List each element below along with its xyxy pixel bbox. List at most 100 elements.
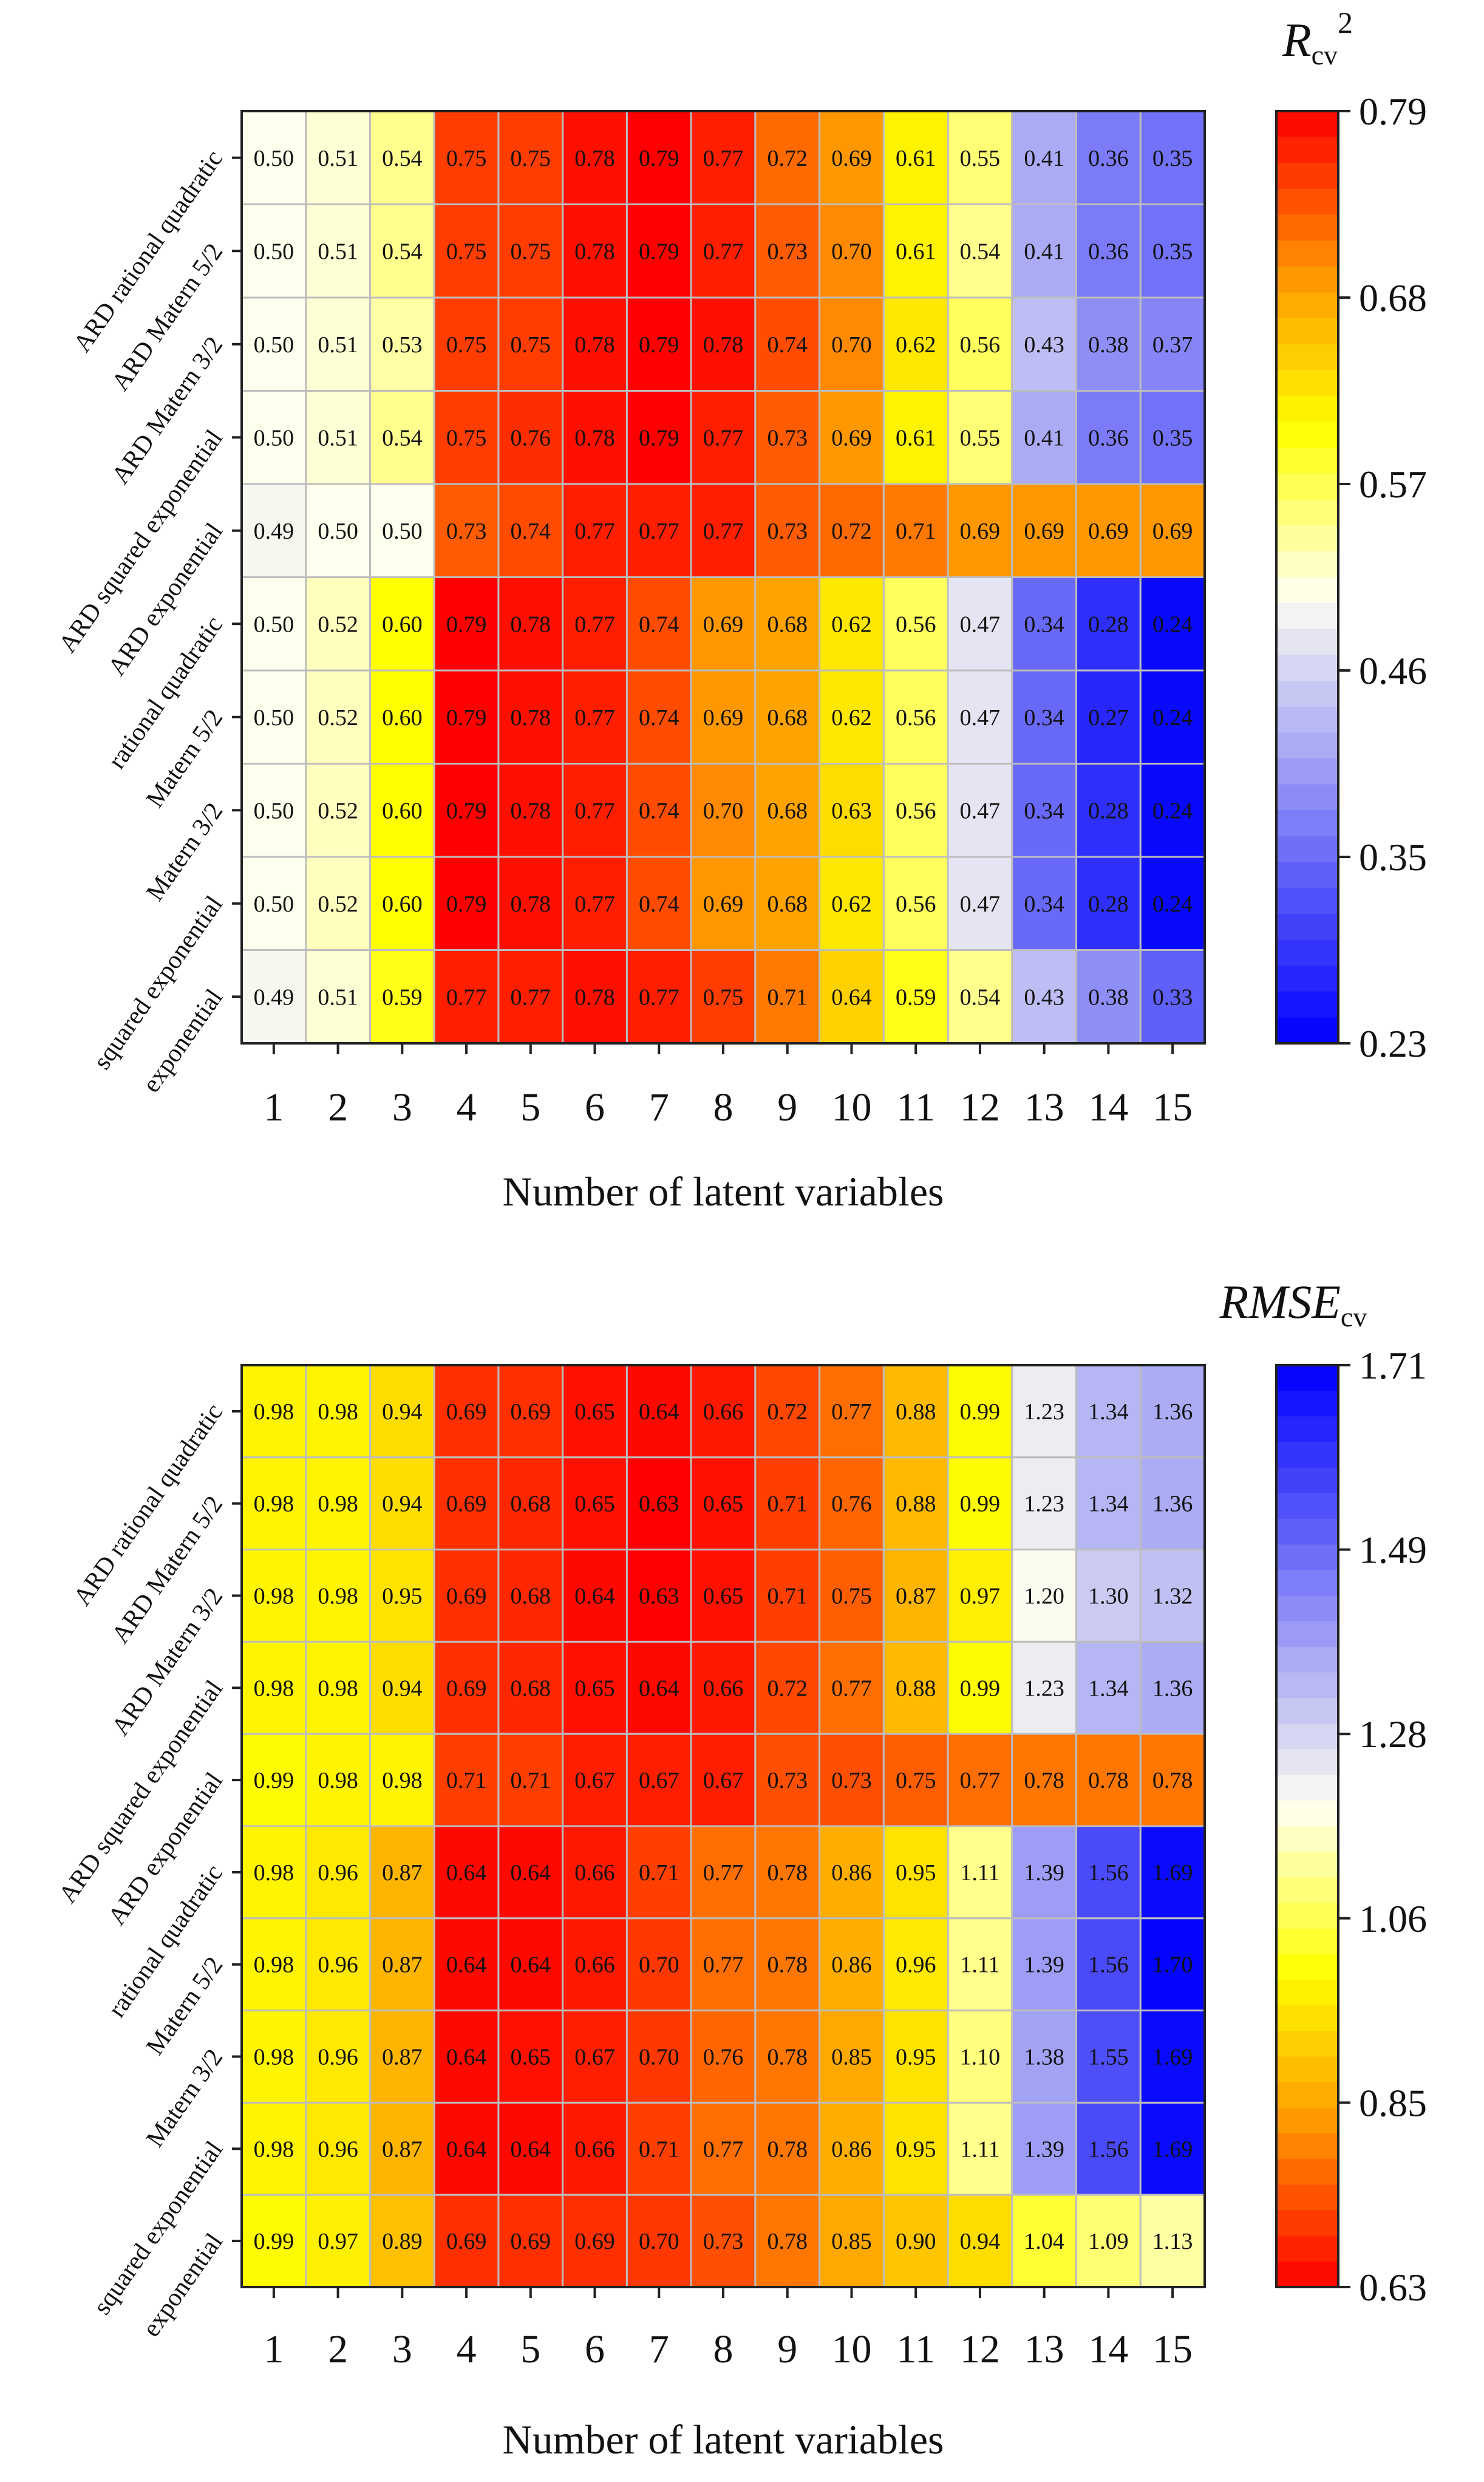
colorbar-segment — [1276, 318, 1338, 345]
cell-value-label: 0.71 — [446, 1768, 487, 1793]
cell-value-label: 0.98 — [382, 1768, 423, 1793]
cell-value-label: 0.62 — [831, 892, 872, 917]
cell-value-label: 0.77 — [703, 1860, 744, 1886]
cell-value-label: 0.51 — [318, 425, 358, 451]
cell-value-label: 1.34 — [1088, 1492, 1129, 1517]
cell-value-label: 0.78 — [574, 146, 615, 171]
colorbar-tick-label: 1.06 — [1359, 1897, 1427, 1940]
cell-value-label: 0.72 — [767, 1676, 808, 1701]
cell-value-label: 0.68 — [767, 612, 808, 637]
x-tick-label: 5 — [520, 1085, 540, 1130]
cell-value-label: 0.54 — [960, 239, 1001, 264]
heatmap-cell — [433, 949, 500, 1045]
heatmap-cell — [562, 390, 628, 485]
colorbar-segment — [1276, 525, 1338, 552]
colorbar-segment — [1276, 1391, 1338, 1417]
heatmap-cell — [1011, 949, 1078, 1045]
cell-value-label: 0.47 — [960, 892, 1001, 917]
cell-value-label: 0.70 — [639, 2229, 679, 2254]
heatmap-cell — [625, 203, 692, 299]
cell-value-label: 0.77 — [574, 519, 615, 544]
x-tick-label: 1 — [264, 2327, 284, 2371]
cell-value-label: 0.54 — [382, 425, 423, 451]
cell-value-label: 0.78 — [703, 332, 744, 358]
cell-value-label: 0.75 — [511, 332, 551, 358]
heatmap-cell — [1075, 576, 1142, 672]
heatmap-cell — [369, 856, 435, 951]
cell-value-label: 0.69 — [1088, 519, 1129, 544]
heatmap-cell — [947, 1733, 1013, 1827]
colorbar-tick-label: 0.57 — [1359, 463, 1427, 506]
cell-value-label: 1.20 — [1024, 1584, 1064, 1609]
cell-value-label: 0.50 — [254, 332, 294, 358]
heatmap-cell — [433, 203, 500, 299]
colorbar-tick-label: 1.49 — [1359, 1529, 1427, 1572]
cell-value-label: 0.65 — [703, 1492, 744, 1517]
cell-value-label: 0.99 — [254, 1768, 294, 1793]
colorbar-segment — [1276, 681, 1338, 707]
y-tick-label: squared exponential — [88, 891, 228, 1074]
cell-value-label: 0.79 — [639, 332, 679, 358]
cell-value-label: 0.71 — [767, 1584, 808, 1609]
heatmap-cell — [562, 669, 628, 765]
colorbar-segment — [1276, 991, 1338, 1018]
colorbar-segment — [1276, 370, 1338, 397]
cell-value-label: 0.89 — [382, 2229, 423, 2254]
cell-value-label: 1.39 — [1024, 1952, 1064, 1978]
cell-value-label: 0.34 — [1024, 892, 1064, 917]
cell-value-label: 0.34 — [1024, 798, 1064, 823]
cell-value-label: 1.13 — [1152, 2229, 1193, 2254]
cell-value-label: 1.11 — [960, 1860, 999, 1886]
cell-value-label: 0.98 — [254, 2136, 294, 2162]
x-tick-label: 13 — [1024, 1085, 1064, 1130]
colorbar: 1.71 1.49 1.28 1.06 0.85 0.63 RMSEcv — [1219, 1275, 1427, 2309]
colorbar-segment — [1276, 421, 1338, 449]
heatmap-cell — [1075, 1456, 1142, 1551]
cell-value-label: 0.69 — [1024, 519, 1064, 544]
heatmap-cell — [625, 2010, 692, 2104]
heatmap-cell — [369, 1917, 435, 2012]
heatmap-cell — [562, 1640, 628, 1735]
x-tick-label: 4 — [457, 1085, 477, 1130]
heatmap-cell — [819, 2194, 885, 2288]
cell-value-label: 0.56 — [960, 332, 1001, 358]
cell-value-label: 0.95 — [896, 1860, 936, 1886]
heatmap-cell — [690, 110, 757, 205]
cell-value-label: 1.36 — [1152, 1676, 1193, 1701]
cell-value-label: 0.68 — [767, 705, 808, 731]
cell-value-label: 0.41 — [1024, 239, 1064, 264]
x-tick-label: 4 — [457, 2327, 477, 2371]
heatmap-cell — [625, 763, 692, 858]
colorbar-segment — [1276, 2107, 1338, 2134]
cell-value-label: 0.76 — [703, 2045, 744, 2070]
cell-value-label: 0.77 — [703, 1952, 744, 1978]
heatmap-panel-1: 0.50 0.51 0.54 0.75 0.75 0.78 0.79 0.77 0.72 0.69… — [53, 5, 1427, 1215]
colorbar-segment — [1276, 966, 1338, 992]
heatmap-cell — [433, 390, 500, 485]
cell-value-label: 0.64 — [446, 2045, 487, 2070]
colorbar-segment — [1276, 629, 1338, 656]
heatmap-cell — [625, 856, 692, 951]
heatmap-cell — [882, 763, 949, 858]
cell-value-label: 0.66 — [574, 2136, 615, 2162]
cell-value-label: 0.35 — [1152, 425, 1193, 451]
cell-value-label: 0.69 — [446, 2229, 487, 2254]
cell-value-label: 0.69 — [703, 612, 744, 637]
cell-value-label: 0.99 — [960, 1676, 1001, 1701]
cell-value-label: 0.73 — [767, 425, 808, 451]
cell-value-label: 0.77 — [574, 612, 615, 637]
heatmap-cell — [1139, 1364, 1206, 1459]
x-tick-label: 3 — [392, 1085, 412, 1130]
cell-value-label: 0.78 — [574, 332, 615, 358]
cell-value-label: 0.78 — [767, 2229, 808, 2254]
cell-value-label: 1.32 — [1152, 1584, 1193, 1609]
heatmap-cell — [497, 203, 564, 299]
cell-value-label: 0.94 — [382, 1676, 423, 1701]
cell-value-label: 0.47 — [960, 798, 1001, 823]
cell-value-label: 0.70 — [831, 239, 872, 264]
colorbar-segment — [1276, 2082, 1338, 2109]
heatmap-cell — [562, 110, 628, 205]
x-tick-label: 3 — [392, 2327, 412, 2371]
colorbar-segment — [1276, 939, 1338, 966]
